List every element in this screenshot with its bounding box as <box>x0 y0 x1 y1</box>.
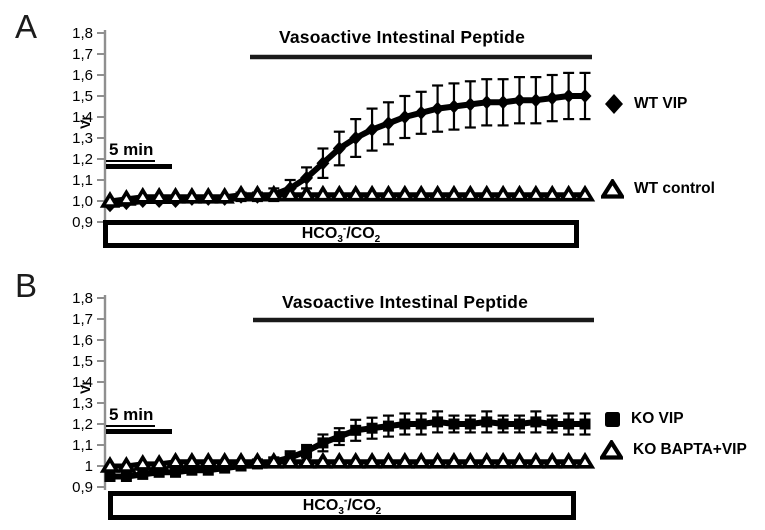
panel-b: B Vr 1,8 1,7 1,6 1,5 1,4 1,3 1,2 1,1 1 0,9 Vasoac… <box>0 265 765 530</box>
y-tick-label: 1,6 <box>72 332 93 349</box>
scale-bar-b: 5 min <box>106 405 172 434</box>
legend-item-ko-vip: KO VIP <box>604 410 684 428</box>
legend-label-ko-bapta-vip: KO BAPTA+VIP <box>633 441 747 458</box>
condition-box-a: HCO3-/CO2 <box>103 220 579 248</box>
legend-label-wt-control: WT control <box>634 180 715 197</box>
treatment-title-a: Vasoactive Intestinal Peptide <box>278 27 526 47</box>
condition-label-a: HCO3-/CO2 <box>301 223 381 246</box>
panel-a: A Vr 1,8 1,7 1,6 1,5 1,4 1,3 1,2 1,1 1,0 0,9 Vaso… <box>15 8 715 248</box>
scale-bar-label-b: 5 min <box>106 405 156 427</box>
legend-item-wt-vip: WT VIP <box>604 93 687 115</box>
scale-bar-line-a <box>106 164 172 169</box>
series-wt-control <box>99 184 596 208</box>
legend-label-ko-vip: KO VIP <box>631 410 684 427</box>
series-ko-bapta-vip <box>99 451 596 473</box>
filled-square-icon <box>605 411 620 427</box>
y-tick-label: 1,8 <box>72 290 93 307</box>
y-axis: 1,8 1,7 1,6 1,5 1,4 1,3 1,2 1,1 1,0 0,9 <box>72 25 107 231</box>
legend-label-wt-vip: WT VIP <box>634 95 688 112</box>
y-tick-label: 1,1 <box>72 437 93 454</box>
plot-area-a: 1,8 1,7 1,6 1,5 1,4 1,3 1,2 1,1 1,0 0,9 <box>72 25 596 231</box>
y-tick-label: 1,8 <box>72 25 93 42</box>
legend-item-ko-bapta-vip: KO BAPTA+VIP <box>600 440 747 460</box>
open-triangle-icon <box>601 179 624 199</box>
y-tick-label: 1,3 <box>72 395 93 412</box>
scale-bar-a: 5 min <box>106 140 172 169</box>
y-tick-label: 0,9 <box>72 479 93 496</box>
y-tick-label: 1,6 <box>72 67 93 84</box>
scale-bar-line-b <box>106 429 172 434</box>
series-ko-vip <box>104 410 591 482</box>
condition-box-b: HCO3-/CO2 <box>108 491 576 520</box>
treatment-title-b: Vasoactive Intestinal Peptide <box>281 292 529 312</box>
panel-a-letter: A <box>15 8 38 45</box>
y-tick-label: 1,7 <box>72 311 93 328</box>
open-triangle-icon <box>600 440 623 460</box>
y-tick-label: 1,2 <box>72 151 93 168</box>
panel-b-letter: B <box>15 267 38 304</box>
y-tick-label: 1 <box>85 458 93 475</box>
y-tick-label: 1,4 <box>72 374 93 391</box>
y-tick-label: 1,3 <box>72 130 93 147</box>
y-tick-label: 1,5 <box>72 353 93 370</box>
scale-bar-label-a: 5 min <box>106 140 156 162</box>
y-tick-label: 1,1 <box>72 172 93 189</box>
y-tick-label: 0,9 <box>72 214 93 231</box>
condition-label-b: HCO3-/CO2 <box>302 495 382 517</box>
y-tick-label: 1,5 <box>72 88 93 105</box>
legend-item-wt-control: WT control <box>601 179 715 199</box>
y-tick-label: 1,0 <box>72 193 93 210</box>
y-tick-label: 1,2 <box>72 416 93 433</box>
y-axis: 1,8 1,7 1,6 1,5 1,4 1,3 1,2 1,1 1 0,9 <box>72 290 107 496</box>
plot-area-b: 1,8 1,7 1,6 1,5 1,4 1,3 1,2 1,1 1 0,9 <box>72 290 596 496</box>
y-tick-label: 1,4 <box>72 109 93 126</box>
filled-diamond-icon <box>605 94 623 114</box>
y-tick-label: 1,7 <box>72 46 93 63</box>
